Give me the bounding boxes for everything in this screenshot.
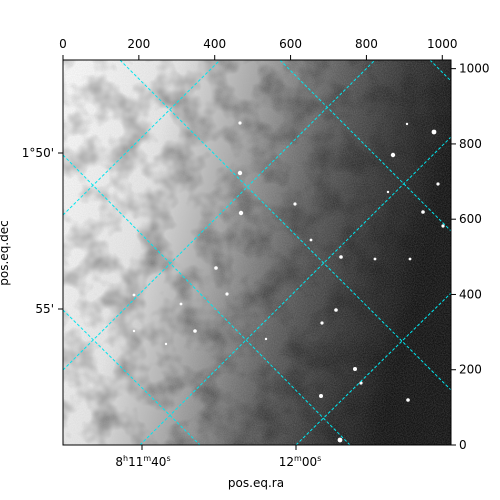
- star: [309, 238, 313, 242]
- grid-line: [63, 309, 201, 445]
- right-axis-tick-label: 800: [459, 137, 482, 151]
- right-axis-tick-label: 400: [459, 287, 482, 301]
- stars: [132, 121, 445, 443]
- right-axis-tick-label: 1000: [459, 62, 490, 76]
- grid-line: [279, 60, 451, 232]
- star: [339, 255, 343, 259]
- star: [337, 437, 343, 443]
- y-axis-label: pos.eq.dec: [0, 220, 11, 285]
- top-axis-tick-label: 400: [203, 37, 226, 51]
- star: [214, 266, 218, 270]
- coordinate-grid: [63, 60, 451, 445]
- top-axis-tick-label: 800: [355, 37, 378, 51]
- right-axis-tick-label: 0: [459, 438, 467, 452]
- top-pixel-axis: 0 200 400 600 800 1000: [59, 37, 458, 60]
- sky-image: [63, 60, 451, 445]
- x-axis-label: pos.eq.ra: [228, 476, 284, 490]
- dec-tick-label: 1°50': [22, 146, 54, 160]
- star: [408, 257, 412, 261]
- star: [293, 202, 297, 206]
- star: [132, 329, 136, 333]
- top-axis-tick-label: 0: [59, 37, 67, 51]
- star: [431, 129, 437, 135]
- dec-tick-label: 55': [35, 302, 54, 316]
- star: [238, 121, 242, 125]
- star: [436, 182, 440, 186]
- star: [421, 210, 425, 214]
- star: [405, 122, 409, 126]
- star: [353, 367, 357, 371]
- top-axis-tick-label: 1000: [427, 37, 458, 51]
- star: [334, 308, 338, 312]
- top-axis-tick-label: 600: [279, 37, 302, 51]
- ra-tick-labels: 8h11m40s 12m00s: [115, 445, 321, 469]
- plot-frame: [62, 59, 452, 446]
- star: [359, 381, 363, 385]
- star: [373, 257, 377, 261]
- star: [164, 342, 168, 346]
- star: [390, 152, 396, 158]
- star: [319, 394, 323, 398]
- star: [441, 224, 445, 228]
- right-axis-tick-label: 200: [459, 363, 482, 377]
- ra-tick-label: 8h11m40s: [115, 454, 170, 469]
- grid-line: [63, 154, 351, 445]
- star: [406, 398, 410, 402]
- star: [193, 329, 197, 333]
- dec-tick-labels: 1°50' 55': [22, 146, 63, 316]
- grid-line: [63, 60, 376, 371]
- ra-tick-label: 12m00s: [279, 454, 322, 469]
- right-axis-tick-label: 600: [459, 212, 482, 226]
- top-axis-tick-label: 200: [127, 37, 150, 51]
- star: [179, 302, 183, 306]
- grid-line: [139, 136, 451, 445]
- star: [132, 293, 136, 297]
- star: [238, 210, 244, 216]
- grid-line: [63, 60, 221, 216]
- star: [386, 190, 390, 194]
- star: [264, 337, 268, 341]
- right-pixel-axis: 0 200 400 600 800 1000: [451, 62, 490, 452]
- grid-line: [119, 60, 451, 391]
- star: [237, 170, 243, 176]
- grid-line: [295, 292, 451, 445]
- star: [225, 292, 229, 296]
- star: [320, 321, 324, 325]
